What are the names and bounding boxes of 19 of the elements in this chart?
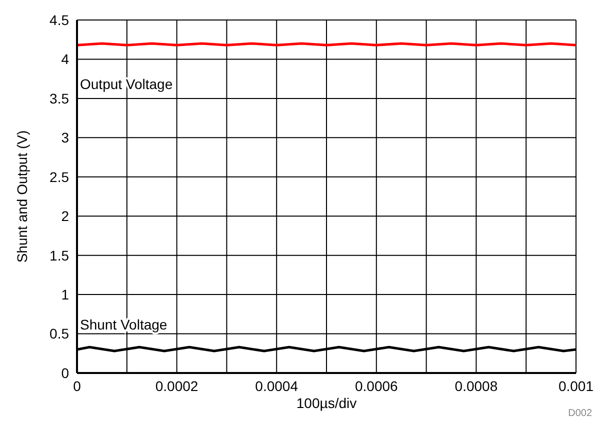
y-tick-label: 4 bbox=[61, 51, 70, 68]
y-tick-label: 2 bbox=[61, 208, 70, 224]
x-tick-label: 0.0008 bbox=[454, 378, 498, 394]
y-tick-label: 1 bbox=[61, 286, 70, 303]
y-tick-label: 2.5 bbox=[50, 168, 70, 185]
text: D002 bbox=[568, 408, 592, 419]
y-tick-label: 3 bbox=[61, 130, 70, 146]
x-tick-label: 0.0002 bbox=[155, 378, 198, 394]
x-tick-label: 0 bbox=[73, 378, 82, 394]
y-tick-label: 0.5 bbox=[50, 326, 70, 342]
x-axis-title: 100µs/div bbox=[296, 395, 357, 411]
x-tick-label: 0.0004 bbox=[255, 378, 298, 394]
y-tick-label: 4.5 bbox=[50, 12, 70, 28]
y-tick-label: 0 bbox=[61, 364, 70, 381]
x-tick-label: 0.0006 bbox=[354, 378, 398, 394]
y-tick-label: 1.5 bbox=[50, 247, 70, 264]
y-tick-label: 3.5 bbox=[50, 90, 70, 106]
x-tick-label: 0.001 bbox=[558, 378, 594, 394]
y-axis-title: Shunt and Output (V) bbox=[14, 130, 30, 263]
